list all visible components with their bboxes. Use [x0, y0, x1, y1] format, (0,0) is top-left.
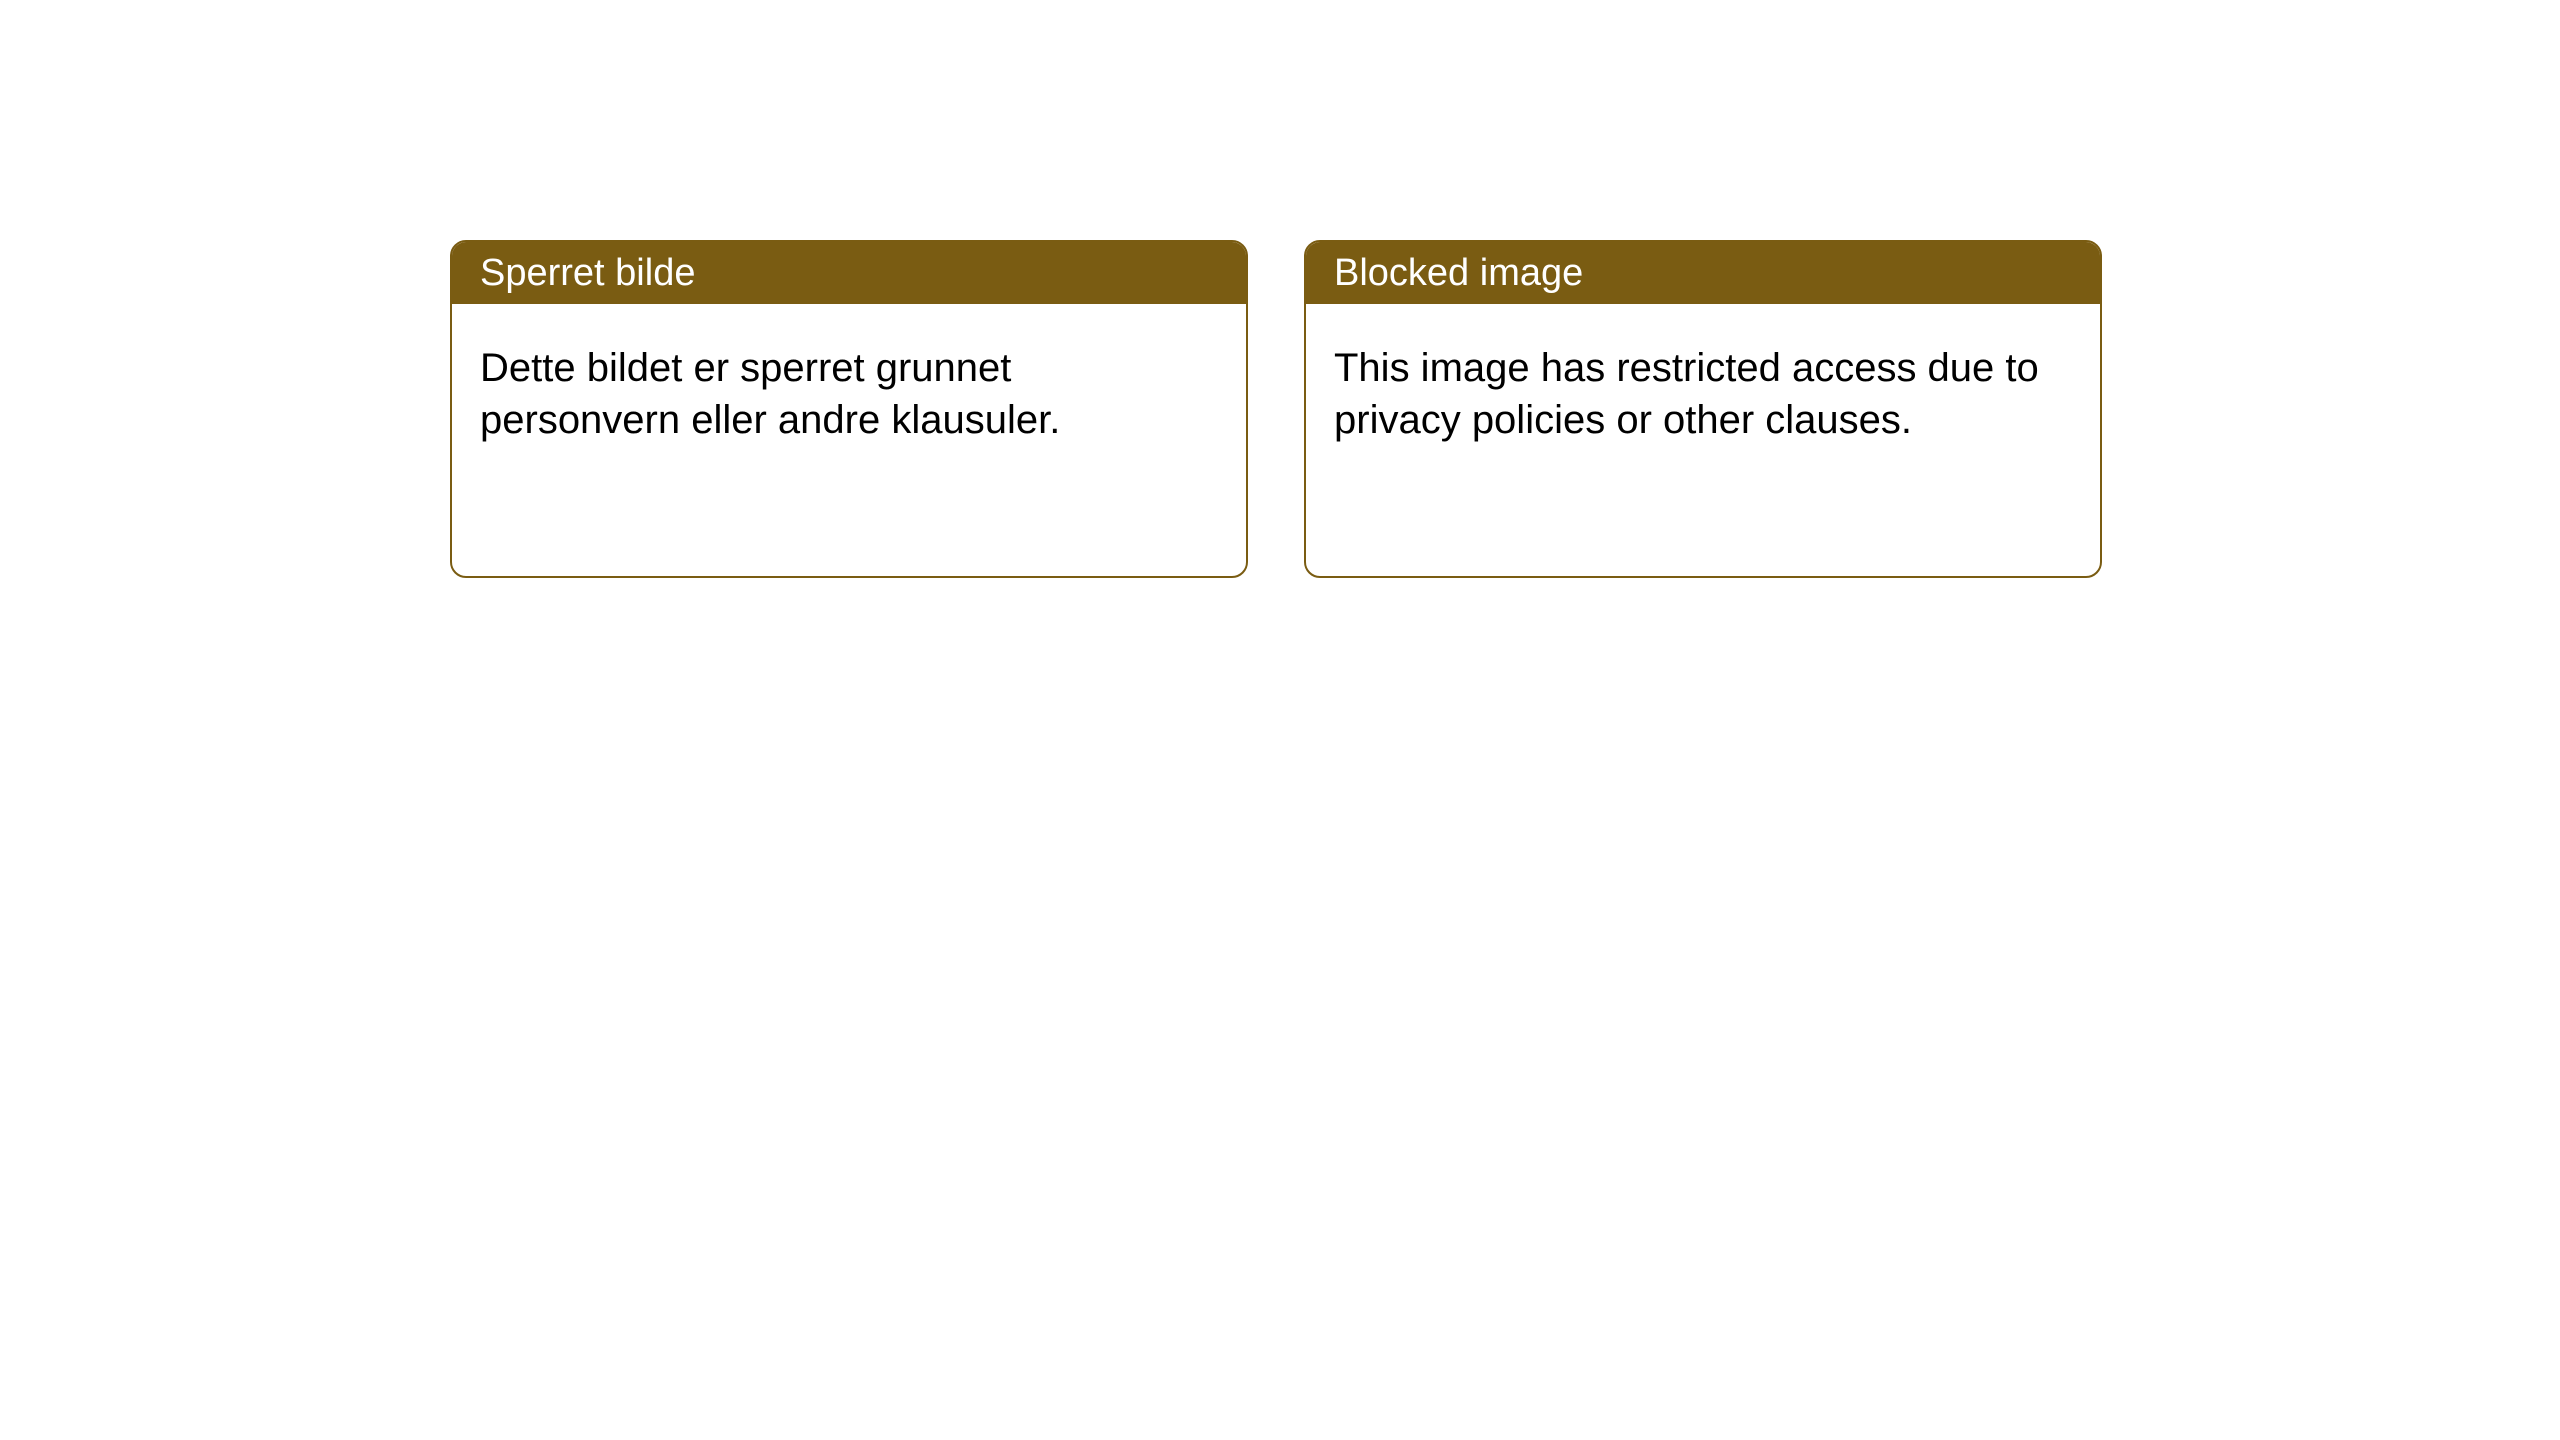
- notice-header-text: Sperret bilde: [480, 252, 695, 295]
- notice-header: Blocked image: [1306, 242, 2100, 304]
- notice-body: Dette bildet er sperret grunnet personve…: [452, 304, 1246, 474]
- notice-body: This image has restricted access due to …: [1306, 304, 2100, 474]
- notice-header: Sperret bilde: [452, 242, 1246, 304]
- notice-card-norwegian: Sperret bilde Dette bildet er sperret gr…: [450, 240, 1248, 578]
- notice-header-text: Blocked image: [1334, 252, 1583, 295]
- notice-body-text: Dette bildet er sperret grunnet personve…: [480, 346, 1060, 442]
- notice-card-english: Blocked image This image has restricted …: [1304, 240, 2102, 578]
- notice-cards-container: Sperret bilde Dette bildet er sperret gr…: [450, 240, 2102, 578]
- notice-body-text: This image has restricted access due to …: [1334, 346, 2039, 442]
